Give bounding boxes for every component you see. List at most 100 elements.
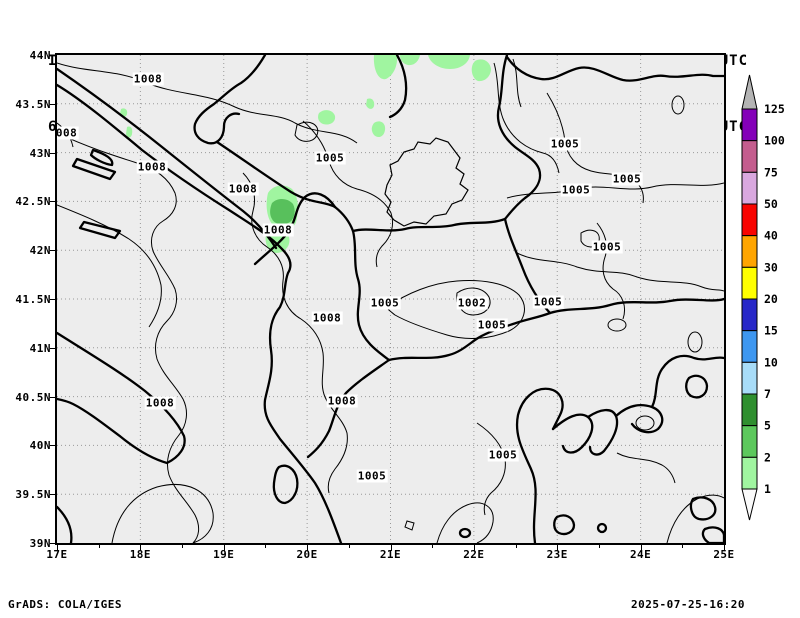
island-corfu — [272, 464, 299, 505]
island — [689, 496, 717, 521]
colorbar-level-label: 40 — [764, 229, 778, 243]
isobar-contours — [57, 58, 724, 543]
colorbar-level-label: 20 — [764, 292, 778, 306]
colorbar-level-label: 100 — [764, 134, 785, 148]
y-axis-tick — [50, 55, 57, 56]
x-axis-minor-tick — [682, 545, 684, 548]
y-axis-tick-label: 41.5N — [15, 293, 51, 306]
peninsula-kassandra — [551, 413, 594, 454]
colorbar-segment — [741, 235, 758, 268]
isobar-contour — [516, 252, 724, 292]
colorbar-over-arrow — [741, 74, 758, 110]
isobar-contour — [404, 520, 415, 531]
border-serbia-bulgaria — [496, 55, 542, 221]
isobar-contour — [57, 62, 358, 144]
y-axis-tick-label: 39N — [29, 537, 51, 550]
y-axis-tick — [50, 250, 57, 252]
isobar-contour — [671, 95, 685, 115]
island — [71, 157, 117, 181]
peninsula-sithonia — [586, 408, 619, 456]
contour-label: 1008 — [132, 72, 164, 86]
x-axis-tick-label: 25E — [713, 548, 735, 561]
contour-label: 1008 — [227, 182, 259, 196]
y-axis-tick-label: 40.5N — [15, 390, 51, 404]
contour-label: 1008 — [262, 223, 294, 237]
precip-shading — [120, 55, 491, 253]
island-sporades — [553, 514, 576, 536]
precip-patch — [366, 98, 375, 109]
precip-patch — [371, 121, 386, 138]
island — [78, 220, 122, 240]
x-axis-tick — [640, 545, 642, 551]
colorbar-level-label: 1 — [764, 482, 771, 496]
colorbar-segment — [741, 361, 758, 395]
x-axis-minor-tick — [432, 545, 434, 548]
isobar-contour — [476, 422, 506, 516]
x-axis-tick — [307, 545, 309, 551]
colorbar-segment — [741, 266, 758, 300]
y-axis-tick — [50, 201, 57, 203]
isobar-contour — [512, 58, 522, 108]
map-canvas: 1008 1008 1008 1005 1008 1008 1005 1005 1005 1005… — [57, 55, 724, 543]
colorbar-level-label: 2 — [764, 450, 771, 464]
colorbar-level-label: 125 — [764, 102, 785, 116]
border-albania-kosovo — [333, 205, 355, 233]
isobar-contour — [506, 182, 724, 199]
x-axis-tick — [223, 545, 225, 551]
border-macedonia-greece — [387, 311, 552, 362]
colorbar-level-label: 50 — [764, 197, 778, 211]
colorbar-segment — [741, 456, 758, 490]
colorbar-level-label: 75 — [764, 165, 778, 179]
creation-timestamp: 2025-07-25-16:20 — [631, 598, 745, 611]
contour-label: 1005 — [532, 295, 564, 309]
island — [596, 522, 608, 534]
coastline-greece-northeast — [650, 354, 724, 409]
colorbar-level-label: 10 — [764, 355, 778, 369]
isobar-contour — [687, 331, 703, 353]
border-serbia-macedonia — [351, 217, 507, 233]
peninsula-athos — [614, 404, 664, 434]
isobar-contour — [57, 132, 200, 543]
precip-patch — [126, 126, 133, 138]
contour-label: 1005 — [549, 137, 581, 151]
x-axis-minor-tick — [598, 545, 600, 548]
x-axis-tick-label: 20E — [296, 548, 318, 561]
x-axis-tick — [557, 545, 559, 551]
colorbar-segment — [741, 203, 758, 237]
border-kosovo — [384, 137, 469, 227]
border-croatia-bosnia — [57, 67, 278, 250]
colorbar-segment — [741, 298, 758, 332]
precip-patch — [471, 59, 491, 82]
x-axis-minor-tick — [348, 545, 350, 548]
coastline-adriatic — [57, 83, 343, 543]
y-axis-tick-label: 41N — [29, 341, 51, 355]
contour-label: 1008 — [136, 160, 168, 174]
colorbar-level-label: 15 — [764, 324, 778, 338]
y-axis-tick — [50, 543, 57, 544]
isobar-contour — [616, 452, 676, 484]
isobar-contour — [635, 415, 655, 431]
border-danube — [505, 55, 724, 82]
isobar-contour — [242, 172, 348, 494]
isobar-contour — [493, 62, 560, 174]
colorbar-level-label: 5 — [764, 419, 771, 433]
colorbar-level-label: 7 — [764, 387, 771, 401]
border-albania-macedonia — [351, 229, 391, 362]
contour-label: 1008 — [326, 394, 358, 408]
x-axis-tick-label: 24E — [629, 548, 652, 561]
x-axis-tick — [140, 545, 142, 551]
x-axis-tick-label: 19E — [213, 548, 235, 561]
contour-label: 1005 — [611, 172, 643, 186]
x-axis-tick — [390, 545, 392, 551]
colorbar-segment — [741, 171, 758, 205]
x-axis-tick — [724, 545, 725, 551]
precip-patch — [373, 55, 398, 80]
contour-label: 1008 — [57, 126, 79, 140]
contour-label: 1005 — [560, 183, 592, 197]
island — [701, 526, 724, 543]
x-axis-tick-label: 23E — [546, 548, 568, 561]
colorbar-level-label: 30 — [764, 260, 778, 274]
island-thasos — [685, 374, 709, 399]
isobar-contour — [666, 494, 724, 543]
